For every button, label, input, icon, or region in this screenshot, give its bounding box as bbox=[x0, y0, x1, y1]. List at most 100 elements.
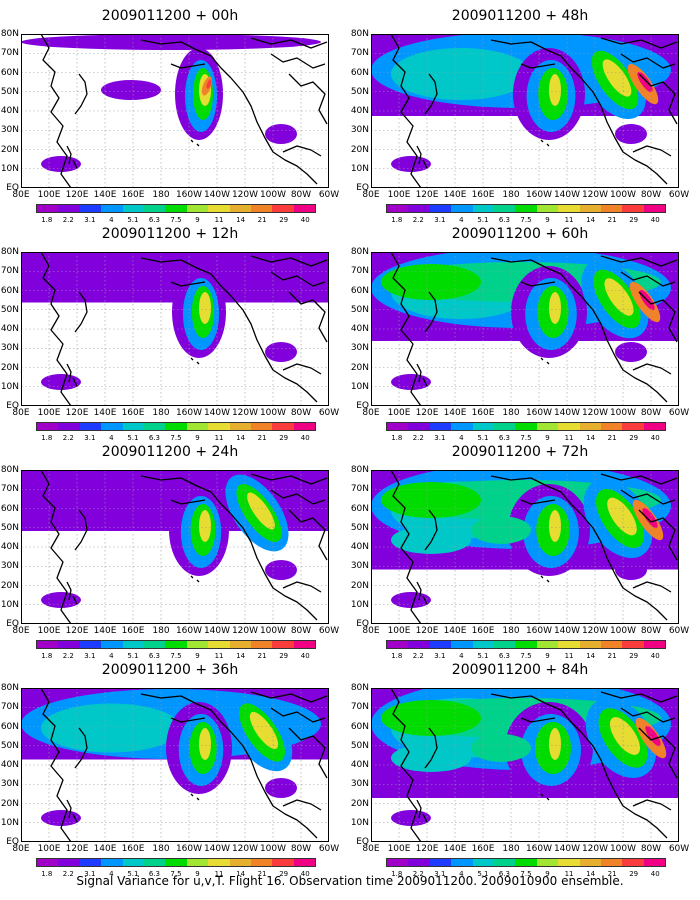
colorbar-swatch bbox=[536, 641, 559, 648]
variance-contour bbox=[602, 59, 632, 97]
colorbar-label: 7.5 bbox=[520, 870, 532, 878]
colorbar-label: 2.2 bbox=[62, 434, 74, 442]
longitude-label: 160W bbox=[525, 190, 553, 200]
colorbar-swatch bbox=[536, 423, 559, 430]
colorbar-swatch bbox=[429, 205, 452, 212]
colorbar bbox=[386, 640, 666, 649]
colorbar-swatch bbox=[558, 641, 580, 648]
variance-contour bbox=[604, 278, 634, 316]
latitude-label: 50N bbox=[0, 740, 19, 751]
coastline bbox=[288, 291, 328, 343]
coastline bbox=[74, 727, 88, 769]
map-frame bbox=[21, 688, 329, 842]
coastline bbox=[416, 363, 428, 387]
colorbar-swatch bbox=[515, 423, 537, 430]
coastline bbox=[190, 793, 200, 801]
colorbar-swatch bbox=[122, 641, 144, 648]
colorbar-label: 29 bbox=[629, 870, 639, 878]
longitude-label: 80W bbox=[640, 844, 662, 854]
longitude-label: 140E bbox=[93, 626, 117, 636]
latitude-label: 10N bbox=[0, 381, 19, 392]
map-plot-area: 80N 70N 60N 50N 40N 30N 20N 10N EQ 80E 100E 120E 140… bbox=[1, 29, 339, 200]
colorbar-label: 40 bbox=[650, 434, 660, 442]
map-svg bbox=[21, 688, 329, 842]
longitude-label: 120E bbox=[65, 408, 89, 418]
longitude-label: 60W bbox=[318, 190, 340, 200]
colorbar-swatch bbox=[472, 641, 494, 648]
colorbar-label: 29 bbox=[279, 870, 289, 878]
longitude-label: 60W bbox=[668, 626, 690, 636]
colorbar-swatch bbox=[229, 423, 251, 430]
colorbar-swatch bbox=[387, 641, 409, 648]
colorbar-swatch bbox=[272, 641, 294, 648]
longitude-label: 120E bbox=[415, 408, 439, 418]
colorbar-swatch bbox=[408, 859, 430, 866]
colorbar-label: 3.1 bbox=[434, 216, 446, 224]
coastline bbox=[40, 34, 72, 188]
coastline bbox=[66, 799, 78, 823]
latitude-label: 30N bbox=[0, 779, 19, 790]
colorbar-swatch bbox=[558, 859, 580, 866]
coastline bbox=[580, 295, 668, 403]
colorbar-label: 2.2 bbox=[412, 434, 424, 442]
longitude-label: 120W bbox=[231, 844, 259, 854]
longitude-label: 80E bbox=[362, 626, 380, 636]
latitude-label: 80N bbox=[0, 29, 19, 39]
variance-contour bbox=[549, 74, 561, 106]
latitude-label: EQ bbox=[356, 183, 369, 193]
colorbar-label: 4 bbox=[459, 652, 464, 660]
latitude-label: 80N bbox=[0, 465, 19, 475]
colorbar-label: 40 bbox=[300, 434, 310, 442]
latitude-label: 40N bbox=[350, 106, 369, 116]
colorbar-label: 2.2 bbox=[412, 870, 424, 878]
colorbar-label: 21 bbox=[257, 434, 267, 442]
colorbar-label: 3.1 bbox=[434, 870, 446, 878]
colorbar-label: 5.1 bbox=[127, 434, 139, 442]
coastline bbox=[250, 255, 328, 267]
coastline bbox=[270, 271, 326, 287]
longitude-label: 140E bbox=[93, 844, 117, 854]
coastline bbox=[170, 281, 206, 287]
colorbar-label: 6.3 bbox=[498, 870, 511, 878]
colorbar-swatch bbox=[600, 641, 623, 648]
latitude-label: 60N bbox=[0, 67, 19, 78]
colorbar-swatch bbox=[643, 859, 666, 866]
colorbar-label: 3.1 bbox=[84, 652, 96, 660]
latitude-label: 30N bbox=[0, 343, 19, 354]
colorbar-label: 40 bbox=[650, 652, 660, 660]
longitude-label: 120E bbox=[415, 844, 439, 854]
colorbar-label: 2.2 bbox=[412, 652, 424, 660]
map-frame bbox=[371, 470, 679, 624]
latitude-label: 60N bbox=[0, 285, 19, 296]
longitude-label: 160W bbox=[175, 408, 203, 418]
longitude-label: 100E bbox=[37, 844, 61, 854]
colorbar-label: 7.5 bbox=[520, 652, 532, 660]
map-frame bbox=[371, 688, 679, 842]
colorbar-label: 21 bbox=[607, 434, 617, 442]
colorbar-label: 9 bbox=[545, 434, 550, 442]
longitude-label: 140W bbox=[553, 190, 581, 200]
colorbar-swatch bbox=[101, 859, 123, 866]
colorbar-swatch bbox=[250, 205, 273, 212]
map-frame bbox=[21, 34, 329, 188]
variance-contour bbox=[381, 482, 481, 518]
colorbar-swatch bbox=[643, 205, 666, 212]
map-frame bbox=[21, 252, 329, 406]
coastline bbox=[632, 363, 672, 375]
colorbar-swatch bbox=[408, 641, 430, 648]
variance-contour bbox=[607, 497, 637, 536]
coastline bbox=[490, 257, 582, 297]
colorbar-swatch bbox=[293, 641, 316, 648]
longitude-label: 120W bbox=[581, 626, 609, 636]
coastline bbox=[282, 799, 322, 811]
panel-title: 2009011200 + 36h bbox=[101, 662, 239, 678]
longitude-label: 140E bbox=[443, 190, 467, 200]
longitude-label: 80E bbox=[362, 190, 380, 200]
coastline bbox=[170, 717, 206, 723]
variance-contour bbox=[615, 778, 647, 798]
latitude-label: 20N bbox=[0, 144, 19, 155]
variance-contour bbox=[471, 734, 531, 762]
colorbar-swatch bbox=[472, 423, 494, 430]
coastline bbox=[390, 470, 422, 624]
longitude-label: 100E bbox=[37, 190, 61, 200]
